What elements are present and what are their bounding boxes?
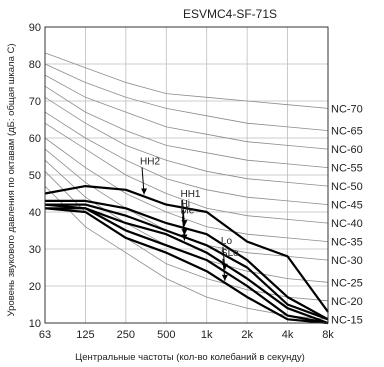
series-arrowhead-slo bbox=[221, 274, 228, 281]
series-label-hi: Hi bbox=[180, 199, 189, 210]
x-tick-labels: 63 125 250 500 1k 2k 4k 8k bbox=[39, 329, 334, 341]
nc-curve-labels: NC-70 NC-65 NC-60 NC-55 NC-50 NC-45 NC-40 NC-35… bbox=[331, 103, 363, 326]
x-tick-2k: 2k bbox=[241, 329, 253, 341]
chart-title: ESVMC4-SF-71S bbox=[183, 7, 277, 21]
y-tick-40: 40 bbox=[29, 207, 41, 219]
series-line-lo bbox=[45, 207, 329, 325]
nc-curve-nc-50 bbox=[44, 96, 329, 187]
y-tick-50: 50 bbox=[29, 170, 41, 182]
series-label-hh1: HH1 bbox=[180, 189, 200, 200]
nc-label-nc-20: NC-20 bbox=[331, 296, 363, 308]
grid bbox=[45, 27, 328, 323]
nc-label-nc-15: NC-15 bbox=[331, 314, 363, 326]
x-tick-250: 250 bbox=[117, 329, 135, 341]
nc-label-nc-50: NC-50 bbox=[331, 181, 363, 193]
series-label-slo: SLo bbox=[221, 248, 239, 259]
y-tick-labels: 10 20 30 40 50 60 70 80 90 bbox=[29, 22, 41, 330]
nc-label-nc-70: NC-70 bbox=[331, 103, 363, 115]
series-arrowhead-me bbox=[181, 234, 188, 241]
nc-label-nc-55: NC-55 bbox=[331, 163, 363, 175]
x-tick-500: 500 bbox=[157, 329, 175, 341]
y-tick-60: 60 bbox=[29, 133, 41, 145]
y-tick-70: 70 bbox=[29, 96, 41, 108]
y-tick-90: 90 bbox=[29, 22, 41, 34]
nc-label-nc-25: NC-25 bbox=[331, 277, 363, 289]
series-line-hh2 bbox=[44, 185, 329, 313]
series-arrowhead-hi bbox=[181, 229, 188, 236]
series-line-me bbox=[44, 203, 329, 325]
nc-label-nc-40: NC-40 bbox=[331, 218, 363, 230]
x-tick-1k: 1k bbox=[201, 329, 213, 341]
series-label-me: Me bbox=[180, 206, 194, 217]
y-tick-30: 30 bbox=[29, 244, 41, 256]
x-tick-125: 125 bbox=[76, 329, 94, 341]
x-tick-8k: 8k bbox=[322, 329, 334, 341]
plot-frame bbox=[44, 26, 329, 324]
nc-curve-nc-70 bbox=[44, 52, 329, 109]
series-arrowhead-hh2 bbox=[141, 188, 148, 195]
y-axis-label: Уровень звукового давления по октавам (д… bbox=[6, 43, 17, 316]
y-tick-10: 10 bbox=[29, 318, 41, 330]
nc-label-nc-35: NC-35 bbox=[331, 237, 363, 249]
series-line-hh1 bbox=[45, 199, 329, 321]
nc-curve-nc-65 bbox=[44, 63, 329, 131]
series-line-hi bbox=[45, 203, 329, 321]
nc-curve-nc-35 bbox=[44, 137, 329, 242]
nc-curve-nc-40 bbox=[44, 122, 329, 224]
series-lines bbox=[44, 185, 329, 325]
x-tick-63: 63 bbox=[39, 329, 51, 341]
y-tick-80: 80 bbox=[29, 59, 41, 71]
nc-label-nc-65: NC-65 bbox=[331, 126, 363, 138]
series-label-lo: Lo bbox=[221, 236, 233, 247]
nc-label-nc-60: NC-60 bbox=[331, 144, 363, 156]
nc-label-nc-30: NC-30 bbox=[331, 255, 363, 267]
nc-label-nc-45: NC-45 bbox=[331, 200, 363, 212]
y-tick-20: 20 bbox=[29, 281, 41, 293]
x-tick-4k: 4k bbox=[282, 329, 294, 341]
series-label-hh2: HH2 bbox=[140, 156, 160, 167]
nc-curve-nc-60 bbox=[44, 74, 329, 150]
nc-curve-nc-45 bbox=[44, 111, 329, 205]
nc-curve-nc-55 bbox=[44, 85, 329, 168]
series-line-slo bbox=[44, 207, 329, 325]
x-axis-label: Центральные частоты (кол-во колебаний в … bbox=[75, 352, 305, 363]
